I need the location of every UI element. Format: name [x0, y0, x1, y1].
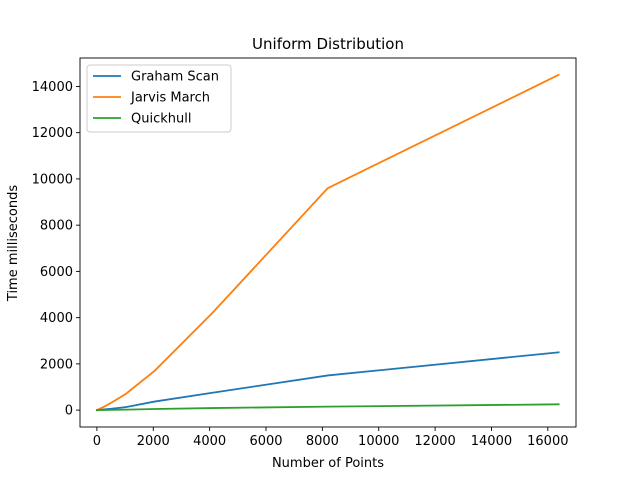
- x-tick-label: 10000: [358, 434, 399, 449]
- legend: Graham Scan Jarvis March Quickhull: [86, 64, 232, 133]
- y-tick-label: 14000: [32, 80, 73, 95]
- x-tick-label: 14000: [471, 434, 512, 449]
- legend-label-quickhull: Quickhull: [131, 112, 191, 127]
- y-axis-label: Time milliseconds: [6, 185, 21, 302]
- x-tick-label: 0: [93, 434, 101, 449]
- y-tick-label: 12000: [32, 126, 73, 141]
- x-tick-label: 4000: [193, 434, 226, 449]
- chart-title: Uniform Distribution: [252, 35, 404, 53]
- y-tick-label: 6000: [40, 265, 73, 280]
- y-tick-label: 0: [65, 404, 73, 419]
- x-tick-label: 2000: [137, 434, 170, 449]
- legend-label-jarvis-march: Jarvis March: [130, 91, 210, 106]
- y-tick-label: 10000: [32, 172, 73, 187]
- x-tick-label: 16000: [527, 434, 568, 449]
- legend-label-graham-scan: Graham Scan: [131, 70, 219, 85]
- series-line-quickhull: [95, 403, 560, 412]
- y-tick-label: 2000: [40, 357, 73, 372]
- axes-frame: [79, 57, 577, 428]
- x-tick-label: 12000: [414, 434, 455, 449]
- y-tick-label: 8000: [40, 219, 73, 234]
- y-tick-label: 4000: [40, 311, 73, 326]
- x-axis-label: Number of Points: [272, 456, 384, 471]
- legend-box: [86, 64, 232, 133]
- series-line-jarvis-march: [95, 73, 560, 412]
- x-tick-label: 8000: [306, 434, 339, 449]
- plot-area: 0 2000 4000 6000 8000 10000 12000 14000 16000 0 20…: [32, 57, 577, 449]
- x-tick-label: 6000: [249, 434, 282, 449]
